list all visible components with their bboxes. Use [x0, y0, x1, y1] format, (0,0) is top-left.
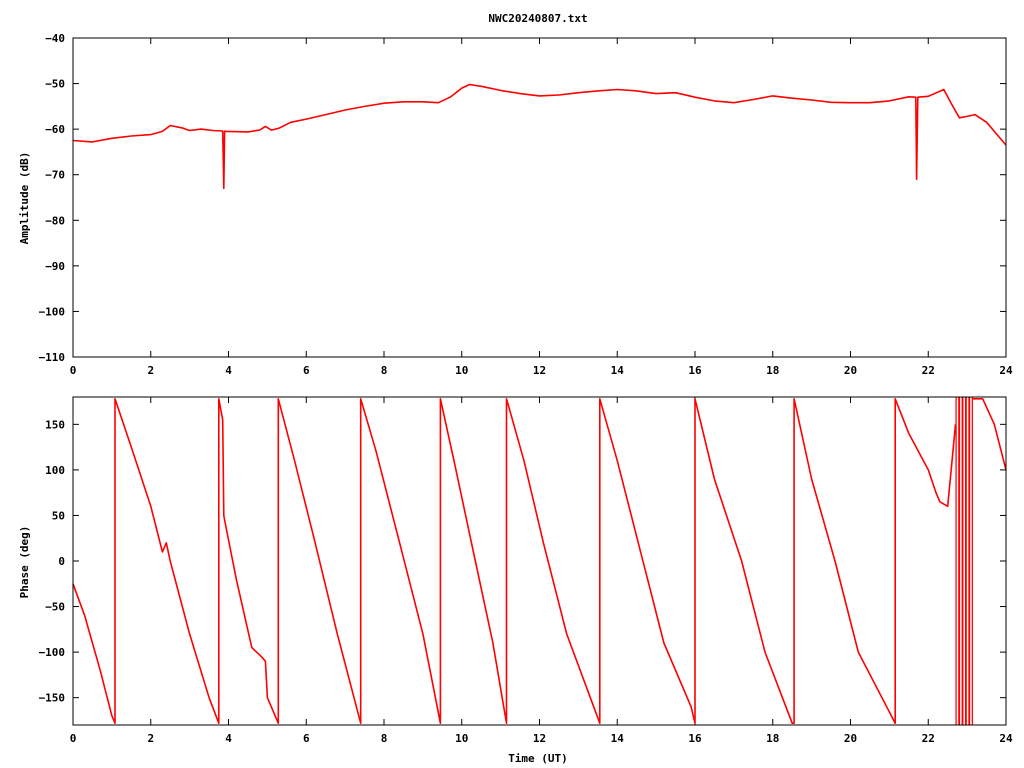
- amplitude-x-tick-label: 22: [922, 364, 935, 377]
- amplitude-x-tick-label: 2: [147, 364, 154, 377]
- phase-y-tick-label: 50: [52, 509, 65, 522]
- phase-x-tick-label: 20: [844, 732, 857, 745]
- phase-y-ticks: −150 −100 −50 0 50 100 150: [39, 418, 1006, 705]
- phase-x-tick-label: 22: [922, 732, 935, 745]
- phase-x-tick-label: 2: [147, 732, 154, 745]
- phase-x-tick-label: 0: [70, 732, 77, 745]
- phase-x-tick-label: 4: [225, 732, 232, 745]
- amplitude-x-tick-label: 10: [455, 364, 468, 377]
- plot-title: NWC20240807.txt: [488, 12, 587, 25]
- phase-series-line-1: [973, 397, 1007, 471]
- amplitude-y-tick-label: −90: [45, 260, 65, 273]
- amplitude-y-tick-label: −110: [39, 351, 66, 364]
- phase-y-tick-label: −100: [39, 646, 66, 659]
- amplitude-x-tick-label: 8: [381, 364, 388, 377]
- amplitude-x-tick-label: 4: [225, 364, 232, 377]
- phase-plot-frame: [72, 396, 1007, 726]
- phase-x-tick-label: 24: [999, 732, 1013, 745]
- amplitude-y-tick-label: −60: [45, 123, 65, 136]
- phase-x-tick-label: 16: [688, 732, 702, 745]
- amplitude-x-ticks: 0 2 4 6 8 10 12 14 16 18 20 22 24: [70, 38, 1013, 377]
- phase-x-ticks: 0 2 4 6 8 10 12 14 16 18 20 22 24: [70, 397, 1013, 745]
- amplitude-x-tick-label: 14: [611, 364, 625, 377]
- phase-y-tick-label: 150: [45, 418, 65, 431]
- amplitude-series-line-0: [72, 83, 1007, 190]
- phase-x-tick-label: 12: [533, 732, 546, 745]
- phase-dense-band: [955, 397, 973, 725]
- phase-x-axis-label: Time (UT): [508, 752, 568, 765]
- amplitude-y-tick-label: −70: [45, 169, 65, 182]
- amplitude-y-tick-label: −100: [39, 305, 66, 318]
- phase-x-tick-label: 6: [303, 732, 310, 745]
- amplitude-x-tick-label: 6: [303, 364, 310, 377]
- phase-x-tick-label: 14: [611, 732, 625, 745]
- amplitude-x-tick-label: 18: [766, 364, 779, 377]
- amplitude-x-tick-label: 0: [70, 364, 77, 377]
- amplitude-y-ticks: −110 −100 −90 −80 −70 −60 −50 −40: [39, 32, 1006, 364]
- amplitude-x-tick-label: 20: [844, 364, 857, 377]
- phase-series-line-0: [72, 397, 957, 725]
- amplitude-panel: Amplitude (dB) −110 −100 −90 −80 −70 −60 −50 −4…: [18, 32, 1013, 377]
- amplitude-y-tick-label: −50: [45, 78, 65, 91]
- amplitude-x-tick-label: 12: [533, 364, 546, 377]
- amplitude-y-tick-label: −80: [45, 214, 65, 227]
- phase-y-tick-label: −150: [39, 692, 66, 705]
- phase-x-tick-label: 8: [381, 732, 388, 745]
- amplitude-plot-frame: [72, 37, 1007, 358]
- phase-series: [72, 397, 1007, 725]
- phase-y-axis-label: Phase (deg): [18, 526, 31, 599]
- amplitude-x-tick-label: 24: [999, 364, 1013, 377]
- phase-y-tick-label: −50: [45, 601, 65, 614]
- phase-y-tick-label: 0: [58, 555, 65, 568]
- amplitude-x-tick-label: 16: [688, 364, 702, 377]
- phase-x-tick-label: 18: [766, 732, 779, 745]
- phase-y-tick-label: 100: [45, 464, 65, 477]
- phase-x-tick-label: 10: [455, 732, 468, 745]
- amplitude-series: [72, 83, 1007, 190]
- phase-panel: Phase (deg) Time (UT) −150−100−500501001…: [18, 396, 1013, 765]
- amplitude-y-axis-label: Amplitude (dB): [18, 152, 31, 245]
- amplitude-y-tick-label: −40: [45, 32, 65, 45]
